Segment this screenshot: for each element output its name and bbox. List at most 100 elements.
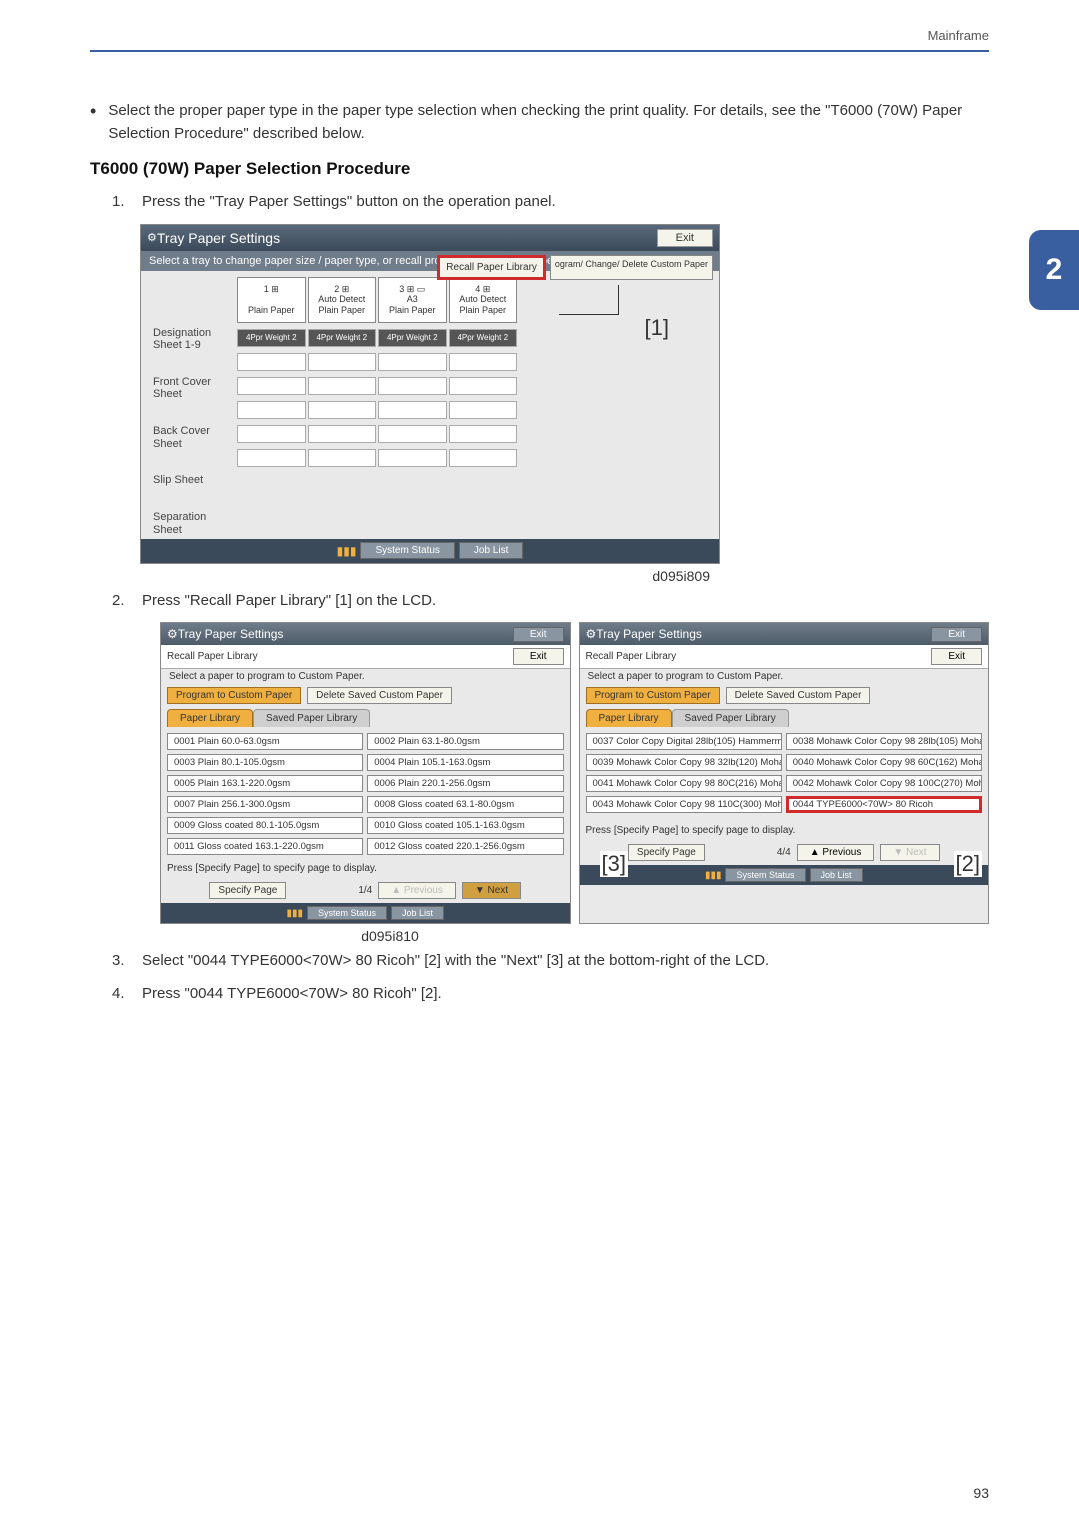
tray-cell[interactable] xyxy=(378,425,447,443)
tray-cell[interactable] xyxy=(449,377,518,395)
delete-saved-button[interactable]: Delete Saved Custom Paper xyxy=(307,687,452,704)
gear-icon: ⚙ xyxy=(167,627,178,641)
tray-cell[interactable] xyxy=(449,401,518,419)
exit-button[interactable]: Exit xyxy=(931,648,982,665)
exit-button[interactable]: Exit xyxy=(513,627,564,642)
recall-paper-library-button[interactable]: Recall Paper Library xyxy=(437,255,546,280)
tray-cell[interactable] xyxy=(308,377,377,395)
system-status-button[interactable]: System Status xyxy=(307,906,387,920)
next-button: ▼ Next xyxy=(880,844,939,861)
job-list-button[interactable]: Job List xyxy=(391,906,444,920)
tray-weight: 4Ppr Weight 2 xyxy=(378,329,447,347)
callout-1: [1] xyxy=(645,315,669,341)
tray-cell[interactable] xyxy=(449,353,518,371)
exit-button[interactable]: Exit xyxy=(513,648,564,665)
paper-item[interactable]: 0002 Plain 63.1-80.0gsm xyxy=(367,733,563,750)
delete-saved-button[interactable]: Delete Saved Custom Paper xyxy=(726,687,871,704)
instruction-text: Select a paper to program to Custom Pape… xyxy=(161,669,570,684)
tray-cell[interactable] xyxy=(378,449,447,467)
paper-item[interactable]: 0039 Mohawk Color Copy 98 32lb(120) Moha… xyxy=(586,754,782,771)
panel-title: Tray Paper Settings xyxy=(178,627,284,641)
figure-caption: d095i809 xyxy=(140,568,720,584)
section-tab: 2 xyxy=(1029,230,1079,310)
gear-icon: ⚙ xyxy=(586,627,597,641)
paper-item[interactable]: 0042 Mohawk Color Copy 98 100C(270) Moha… xyxy=(786,775,982,792)
paper-item[interactable]: 0043 Mohawk Color Copy 98 110C(300) Moha… xyxy=(586,796,782,813)
paper-item[interactable]: 0006 Plain 220.1-256.0gsm xyxy=(367,775,563,792)
footer-icon: ▮▮▮ xyxy=(337,544,357,558)
step-1-text: Press the "Tray Paper Settings" button o… xyxy=(142,191,556,214)
paper-item[interactable]: 0005 Plain 163.1-220.0gsm xyxy=(167,775,363,792)
tray-2-header[interactable]: 2 ⊞ Auto Detect Plain Paper xyxy=(308,277,377,323)
paper-item[interactable]: 0037 Color Copy Digital 28lb(105) Hammer… xyxy=(586,733,782,750)
job-list-button[interactable]: Job List xyxy=(810,868,863,882)
system-status-button[interactable]: System Status xyxy=(360,542,454,559)
paper-item[interactable]: 0038 Mohawk Color Copy 98 28lb(105) Moha… xyxy=(786,733,982,750)
step-3-number: 3. xyxy=(112,950,132,973)
tray-4-header[interactable]: 4 ⊞ Auto Detect Plain Paper xyxy=(449,277,518,323)
tray-cell[interactable] xyxy=(449,425,518,443)
paper-item[interactable]: 0041 Mohawk Color Copy 98 80C(216) Mohaw… xyxy=(586,775,782,792)
intro-text: Select the proper paper type in the pape… xyxy=(108,100,989,145)
paper-item[interactable]: 0007 Plain 256.1-300.0gsm xyxy=(167,796,363,813)
next-button[interactable]: ▼ Next xyxy=(462,882,521,899)
paper-item[interactable]: 0001 Plain 60.0-63.0gsm xyxy=(167,733,363,750)
gear-icon: ⚙ xyxy=(147,231,157,244)
paper-item[interactable]: 0012 Gloss coated 220.1-256.0gsm xyxy=(367,838,563,855)
previous-button[interactable]: ▲ Previous xyxy=(797,844,875,861)
callout-leader xyxy=(559,285,619,315)
tray-cell[interactable] xyxy=(308,425,377,443)
tray-cell[interactable] xyxy=(308,449,377,467)
row-label: Front Cover Sheet xyxy=(153,376,233,401)
paper-item[interactable]: 0004 Plain 105.1-163.0gsm xyxy=(367,754,563,771)
paper-item[interactable]: 0008 Gloss coated 63.1-80.0gsm xyxy=(367,796,563,813)
paper-item[interactable]: 0010 Gloss coated 105.1-163.0gsm xyxy=(367,817,563,834)
tray-cell[interactable] xyxy=(237,401,306,419)
paper-item-0044[interactable]: 0044 TYPE6000<70W> 80 Ricoh xyxy=(786,796,982,813)
row-label: Designation Sheet 1-9 xyxy=(153,327,233,352)
figure-caption: d095i810 xyxy=(160,928,620,944)
tray-cell[interactable] xyxy=(237,449,306,467)
paper-item[interactable]: 0003 Plain 80.1-105.0gsm xyxy=(167,754,363,771)
tray-cell[interactable] xyxy=(378,401,447,419)
page-number: 93 xyxy=(973,1485,989,1501)
tray-cell[interactable] xyxy=(308,401,377,419)
tray-cell[interactable] xyxy=(378,377,447,395)
exit-button[interactable]: Exit xyxy=(931,627,982,642)
program-to-custom-button[interactable]: Program to Custom Paper xyxy=(586,687,720,704)
library-panel-page4: ⚙ Tray Paper Settings Exit Recall Paper … xyxy=(579,622,990,924)
custom-paper-button[interactable]: ogram/ Change/ Delete Custom Paper xyxy=(550,255,713,280)
tray-cell[interactable] xyxy=(308,353,377,371)
specify-page-button[interactable]: Specify Page xyxy=(628,844,705,861)
step-2-number: 2. xyxy=(112,590,132,613)
header-label: Mainframe xyxy=(928,28,989,43)
tray-cell[interactable] xyxy=(449,449,518,467)
panel-title: Tray Paper Settings xyxy=(157,230,280,246)
tray-weight: 4Ppr Weight 2 xyxy=(449,329,518,347)
job-list-button[interactable]: Job List xyxy=(459,542,523,559)
specify-page-button[interactable]: Specify Page xyxy=(209,882,286,899)
tab-paper-library[interactable]: Paper Library xyxy=(167,709,253,727)
paper-item[interactable]: 0009 Gloss coated 80.1-105.0gsm xyxy=(167,817,363,834)
program-to-custom-button[interactable]: Program to Custom Paper xyxy=(167,687,301,704)
system-status-button[interactable]: System Status xyxy=(725,868,805,882)
tray-3-header[interactable]: 3 ⊞ ▭ A3 Plain Paper xyxy=(378,277,447,323)
exit-button[interactable]: Exit xyxy=(657,229,713,247)
callout-3: [3] xyxy=(600,851,628,877)
tray-cell[interactable] xyxy=(378,353,447,371)
tab-saved-library[interactable]: Saved Paper Library xyxy=(253,709,370,727)
header-rule xyxy=(90,50,989,52)
paper-item[interactable]: 0011 Gloss coated 163.1-220.0gsm xyxy=(167,838,363,855)
tab-saved-library[interactable]: Saved Paper Library xyxy=(672,709,789,727)
tray-cell[interactable] xyxy=(237,377,306,395)
tray-weight: 4Ppr Weight 2 xyxy=(237,329,306,347)
tray-cell[interactable] xyxy=(237,353,306,371)
tab-paper-library[interactable]: Paper Library xyxy=(586,709,672,727)
bullet-icon: • xyxy=(90,100,96,145)
library-panel-page1: ⚙ Tray Paper Settings Exit Recall Paper … xyxy=(160,622,571,924)
step-1-number: 1. xyxy=(112,191,132,214)
paper-item[interactable]: 0040 Mohawk Color Copy 98 60C(162) Mohaw… xyxy=(786,754,982,771)
bottom-instruction: Press [Specify Page] to specify page to … xyxy=(580,821,989,840)
tray-1-header[interactable]: 1 ⊞ Plain Paper xyxy=(237,277,306,323)
tray-cell[interactable] xyxy=(237,425,306,443)
